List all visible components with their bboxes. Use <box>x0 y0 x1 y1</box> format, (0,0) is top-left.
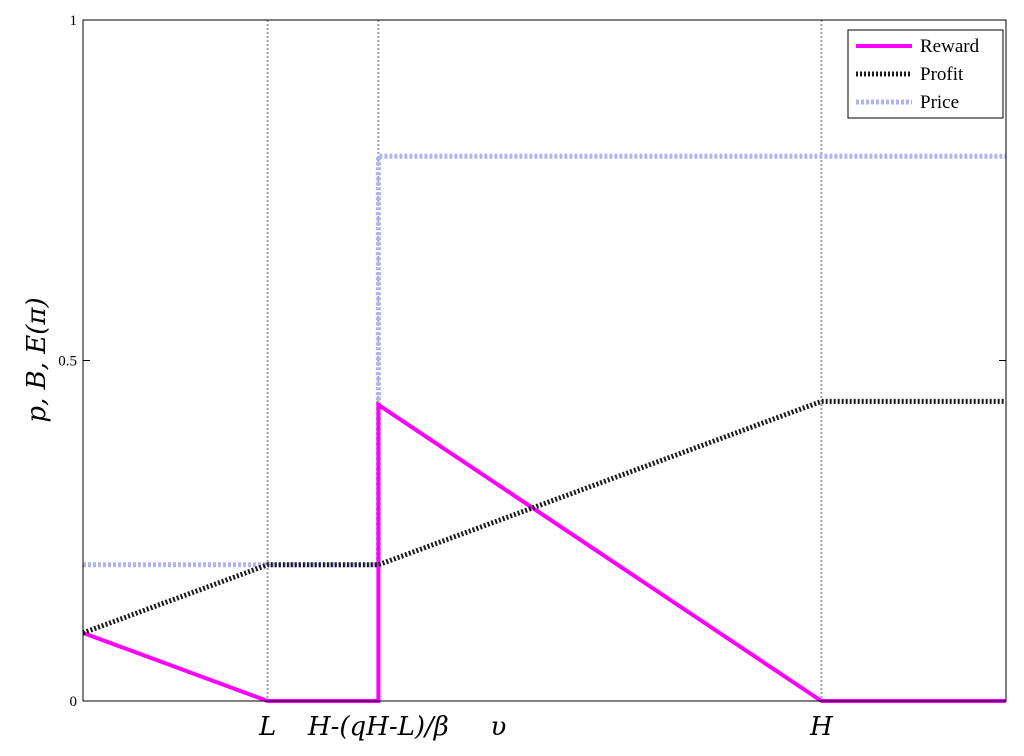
y-tick-label: 0 <box>70 694 78 710</box>
y-tick-label: 0.5 <box>58 354 77 370</box>
series-layer <box>82 153 1006 703</box>
legend-label-reward: Reward <box>920 36 980 57</box>
y-tick-label: 1 <box>70 13 78 29</box>
x-tick-label: υ <box>490 712 506 742</box>
x-tick-label: H-(qH-L)/β <box>307 712 449 742</box>
vertical-gridlines <box>266 20 823 701</box>
x-axis-ticks: L H-(qH-L)/β υ H <box>258 712 834 742</box>
legend-label-profit: Profit <box>920 64 964 85</box>
x-tick-label: L <box>258 712 276 742</box>
legend-label-price: Price <box>920 92 959 113</box>
y-axis-ticks: 00.51 <box>58 13 1006 710</box>
y-axis-label: p, B, E(π) <box>22 297 52 422</box>
series-line-reward <box>82 401 1006 703</box>
legend: Reward Profit Price <box>847 29 1004 119</box>
x-tick-label: H <box>809 712 834 742</box>
series-line-profit <box>82 398 1006 636</box>
plot-frame <box>82 19 1007 702</box>
